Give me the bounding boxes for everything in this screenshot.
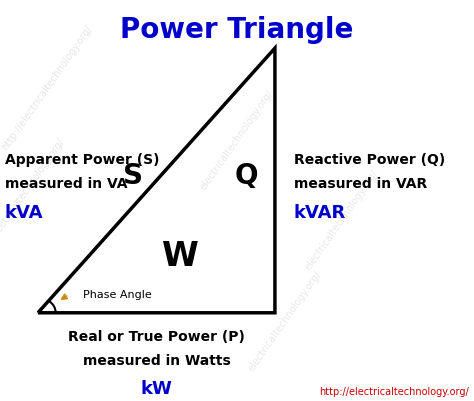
Text: kVA: kVA bbox=[5, 204, 43, 221]
Text: W: W bbox=[162, 240, 199, 273]
Text: Apparent Power (S): Apparent Power (S) bbox=[5, 154, 159, 167]
Text: kVAR: kVAR bbox=[294, 204, 346, 221]
Text: Real or True Power (P): Real or True Power (P) bbox=[68, 330, 245, 344]
Text: Power Triangle: Power Triangle bbox=[120, 16, 354, 44]
Text: http://electricaltechnology.org/: http://electricaltechnology.org/ bbox=[0, 136, 66, 265]
Text: measured in Watts: measured in Watts bbox=[82, 354, 230, 368]
Text: electricaltechnology.org/: electricaltechnology.org/ bbox=[199, 89, 275, 192]
Text: measured in VA: measured in VA bbox=[5, 178, 127, 191]
Text: Q: Q bbox=[235, 162, 258, 190]
Text: http://electricaltechnology.org/: http://electricaltechnology.org/ bbox=[0, 24, 94, 152]
Text: Reactive Power (Q): Reactive Power (Q) bbox=[294, 154, 445, 167]
Text: kW: kW bbox=[140, 380, 173, 398]
Text: electricaltechnology.org/: electricaltechnology.org/ bbox=[303, 169, 380, 272]
Text: electricaltechnology.org/: electricaltechnology.org/ bbox=[246, 269, 323, 373]
Text: Phase Angle: Phase Angle bbox=[83, 290, 152, 300]
Text: S: S bbox=[123, 162, 143, 190]
Text: http://electricaltechnology.org/: http://electricaltechnology.org/ bbox=[319, 387, 469, 397]
Text: measured in VAR: measured in VAR bbox=[294, 178, 427, 191]
